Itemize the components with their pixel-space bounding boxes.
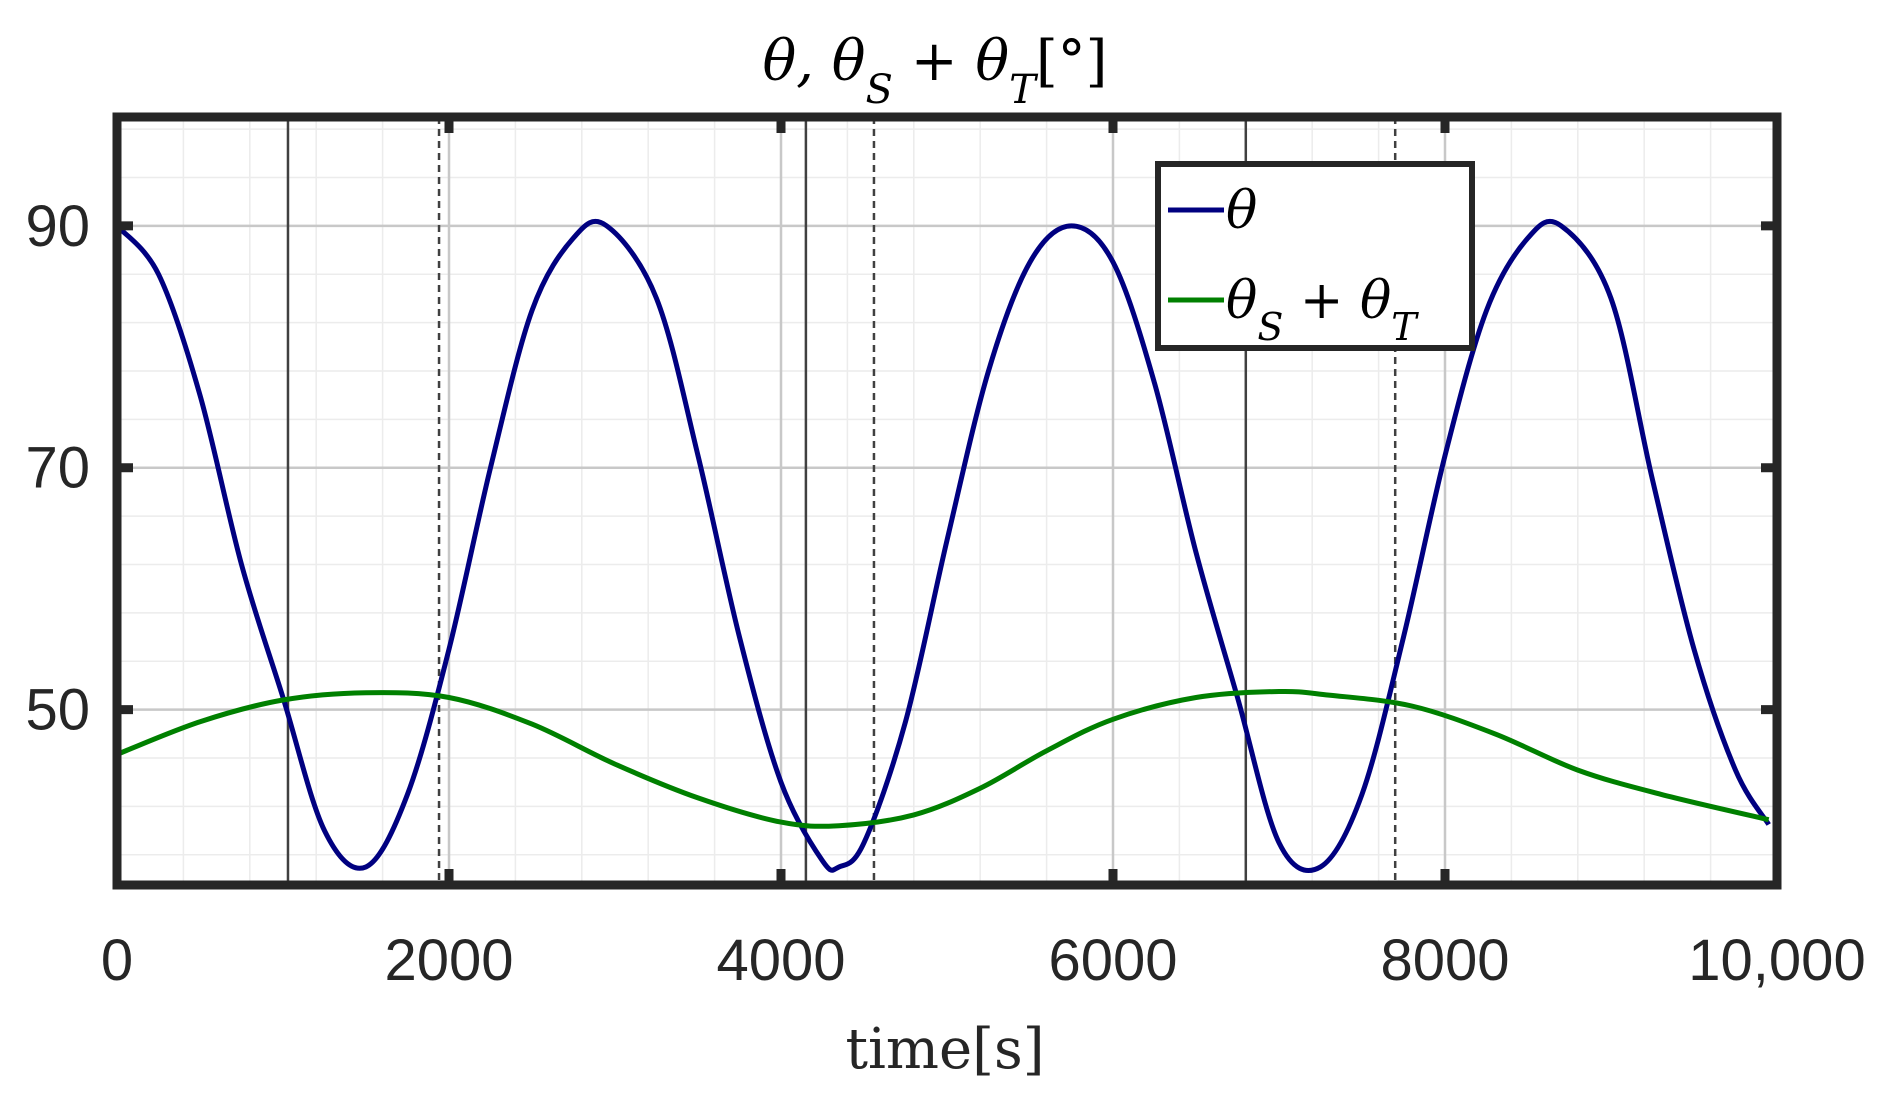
series-line-theta-sum (116, 688, 1770, 829)
x-tick-labels: 0 2000 4000 6000 8000 10,000 (101, 928, 1866, 993)
x-axis-label: time[s] (845, 1017, 1044, 1082)
legend-box (1155, 161, 1475, 351)
series-layer (115, 219, 1771, 873)
x-tick-label: 2000 (384, 928, 513, 993)
y-tick-label: 70 (25, 436, 90, 501)
series-line-theta (115, 219, 1771, 873)
major-grid (115, 117, 1779, 885)
y-tick-label: 90 (25, 194, 90, 259)
legend: θ θS + θT (1155, 161, 1475, 351)
y-tick-labels: 50 70 90 (25, 194, 90, 743)
x-tick-label: 4000 (716, 928, 845, 993)
y-tick-label: 50 (25, 678, 90, 743)
x-tick-label: 0 (101, 928, 133, 993)
legend-label-sum: θS + θT (1226, 271, 1419, 349)
legend-label-theta: θ (1226, 181, 1257, 241)
axis-ticks (112, 117, 1782, 885)
x-tick-label: 6000 (1048, 928, 1177, 993)
chart-title: θ, θS + θT[°] (762, 29, 1107, 113)
plot-frame (112, 112, 1782, 890)
minor-grid (116, 117, 1778, 885)
x-tick-label: 10,000 (1688, 928, 1865, 993)
x-tick-label: 8000 (1380, 928, 1509, 993)
